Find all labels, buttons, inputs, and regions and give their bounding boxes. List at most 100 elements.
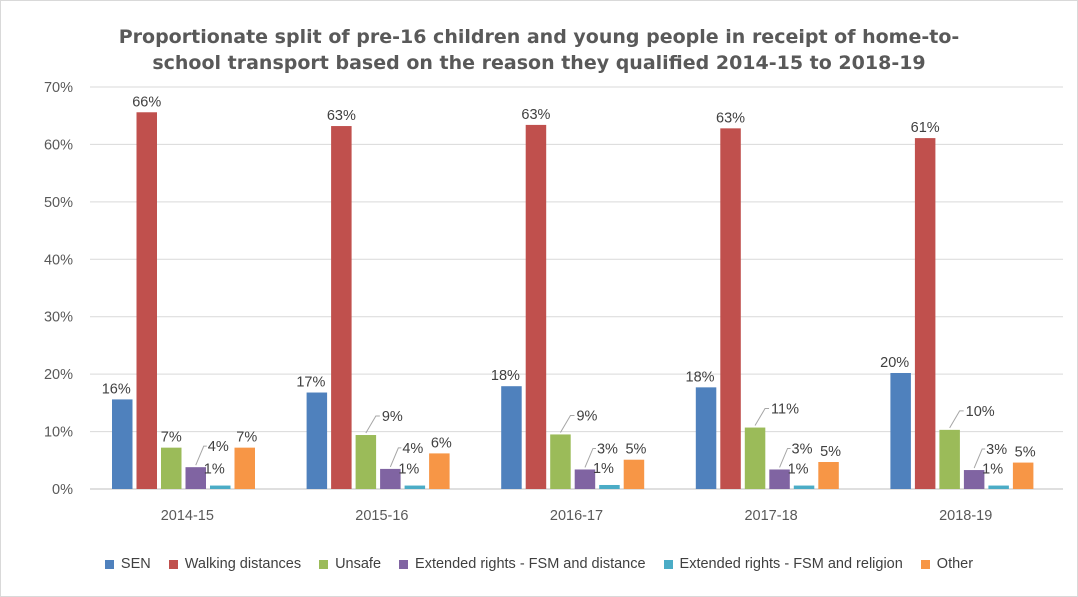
data-label: 66% xyxy=(132,94,161,110)
data-label: 10% xyxy=(966,404,995,420)
x-tick-label: 2015-16 xyxy=(355,508,408,524)
bar xyxy=(623,459,645,489)
data-label: 18% xyxy=(491,368,520,384)
bar xyxy=(939,429,960,489)
data-label: 61% xyxy=(911,120,940,136)
bar xyxy=(599,484,620,489)
legend-item: Extended rights - FSM and religion xyxy=(663,556,903,572)
bar xyxy=(525,124,547,489)
bar xyxy=(914,138,936,489)
data-label: 6% xyxy=(431,435,452,451)
legend-label: SEN xyxy=(120,556,151,572)
data-label: 1% xyxy=(982,462,1003,478)
leader-line xyxy=(560,414,575,433)
legend-swatch xyxy=(663,559,673,569)
y-tick-label: 0% xyxy=(52,482,73,498)
leader-line xyxy=(754,408,770,426)
y-tick-label: 40% xyxy=(44,252,73,268)
bar xyxy=(234,447,255,489)
legend-item: Extended rights - FSM and distance xyxy=(399,556,646,572)
legend-label: Extended rights - FSM and religion xyxy=(679,556,903,572)
data-label: 7% xyxy=(236,430,257,446)
legend-swatch xyxy=(319,559,329,569)
bar xyxy=(380,468,401,489)
bar xyxy=(574,469,596,489)
chart-title-line-1: Proportionate split of pre-16 children a… xyxy=(118,26,960,48)
data-label: 3% xyxy=(792,441,813,457)
bar xyxy=(306,392,328,489)
leader-line xyxy=(584,447,596,468)
data-label: 63% xyxy=(521,107,550,123)
bar xyxy=(720,128,741,489)
leader-line xyxy=(949,410,964,429)
legend-item: Unsafe xyxy=(319,556,381,572)
bar xyxy=(136,112,157,490)
legend-label: Other xyxy=(936,556,974,572)
leader-line xyxy=(195,445,207,466)
bar xyxy=(429,453,450,489)
data-label: 4% xyxy=(208,439,229,455)
bar xyxy=(695,387,717,489)
data-label: 11% xyxy=(771,402,799,418)
bar xyxy=(744,427,766,489)
bar xyxy=(550,434,571,489)
x-tick-label: 2016-17 xyxy=(550,508,603,524)
legend-label: Unsafe xyxy=(335,556,382,572)
bar xyxy=(769,469,790,489)
data-label: 4% xyxy=(402,441,423,457)
bar xyxy=(1012,462,1034,489)
legend-swatch xyxy=(168,559,178,569)
legend-item: Other xyxy=(920,556,974,572)
leader-line xyxy=(973,448,986,469)
data-label: 5% xyxy=(1015,445,1036,461)
data-label: 18% xyxy=(686,369,715,385)
data-label: 17% xyxy=(296,375,325,391)
y-tick-label: 10% xyxy=(44,425,73,441)
bar xyxy=(890,372,911,489)
data-label: 5% xyxy=(625,442,646,458)
data-label: 16% xyxy=(102,381,131,397)
legend-item: Walking distances xyxy=(168,556,301,572)
bar xyxy=(185,467,206,489)
data-label: 1% xyxy=(204,462,225,478)
y-tick-label: 60% xyxy=(44,137,73,153)
x-tick-label: 2014-15 xyxy=(161,508,214,524)
data-label: 7% xyxy=(161,430,182,446)
chart-legend: SEN Walking distances Unsafe Extended right… xyxy=(0,556,1078,572)
data-label: 3% xyxy=(986,442,1007,458)
data-label: 63% xyxy=(327,108,356,124)
data-label: 20% xyxy=(880,355,909,371)
leader-line xyxy=(389,447,402,468)
y-tick-label: 50% xyxy=(44,195,73,211)
data-label: 1% xyxy=(788,462,809,478)
bar xyxy=(355,435,377,489)
x-tick-label: 2018-19 xyxy=(939,508,992,524)
bar xyxy=(331,126,352,490)
data-label: 9% xyxy=(382,409,403,425)
bar xyxy=(161,447,182,489)
data-label: 5% xyxy=(820,444,841,460)
legend-swatch xyxy=(104,559,114,569)
data-label: 1% xyxy=(398,462,419,478)
y-tick-label: 30% xyxy=(44,310,73,326)
leader-line xyxy=(779,447,791,468)
data-label: 3% xyxy=(597,441,618,457)
chart-title: Proportionate split of pre-16 children a… xyxy=(0,24,1078,76)
bar xyxy=(963,470,985,489)
data-label: 1% xyxy=(593,461,614,477)
legend-label: Extended rights - FSM and distance xyxy=(415,556,646,572)
legend-swatch xyxy=(399,559,409,569)
leader-line xyxy=(365,415,380,434)
data-label: 9% xyxy=(576,408,597,424)
legend-swatch xyxy=(920,559,930,569)
y-tick-label: 70% xyxy=(44,80,73,96)
bar xyxy=(818,462,839,489)
chart-title-line-2: school transport based on the reason the… xyxy=(152,52,926,74)
bar xyxy=(988,485,1009,489)
bar xyxy=(793,485,815,489)
bar xyxy=(112,399,133,489)
data-label: 63% xyxy=(716,110,745,126)
bar xyxy=(404,485,426,489)
bar xyxy=(501,386,522,489)
